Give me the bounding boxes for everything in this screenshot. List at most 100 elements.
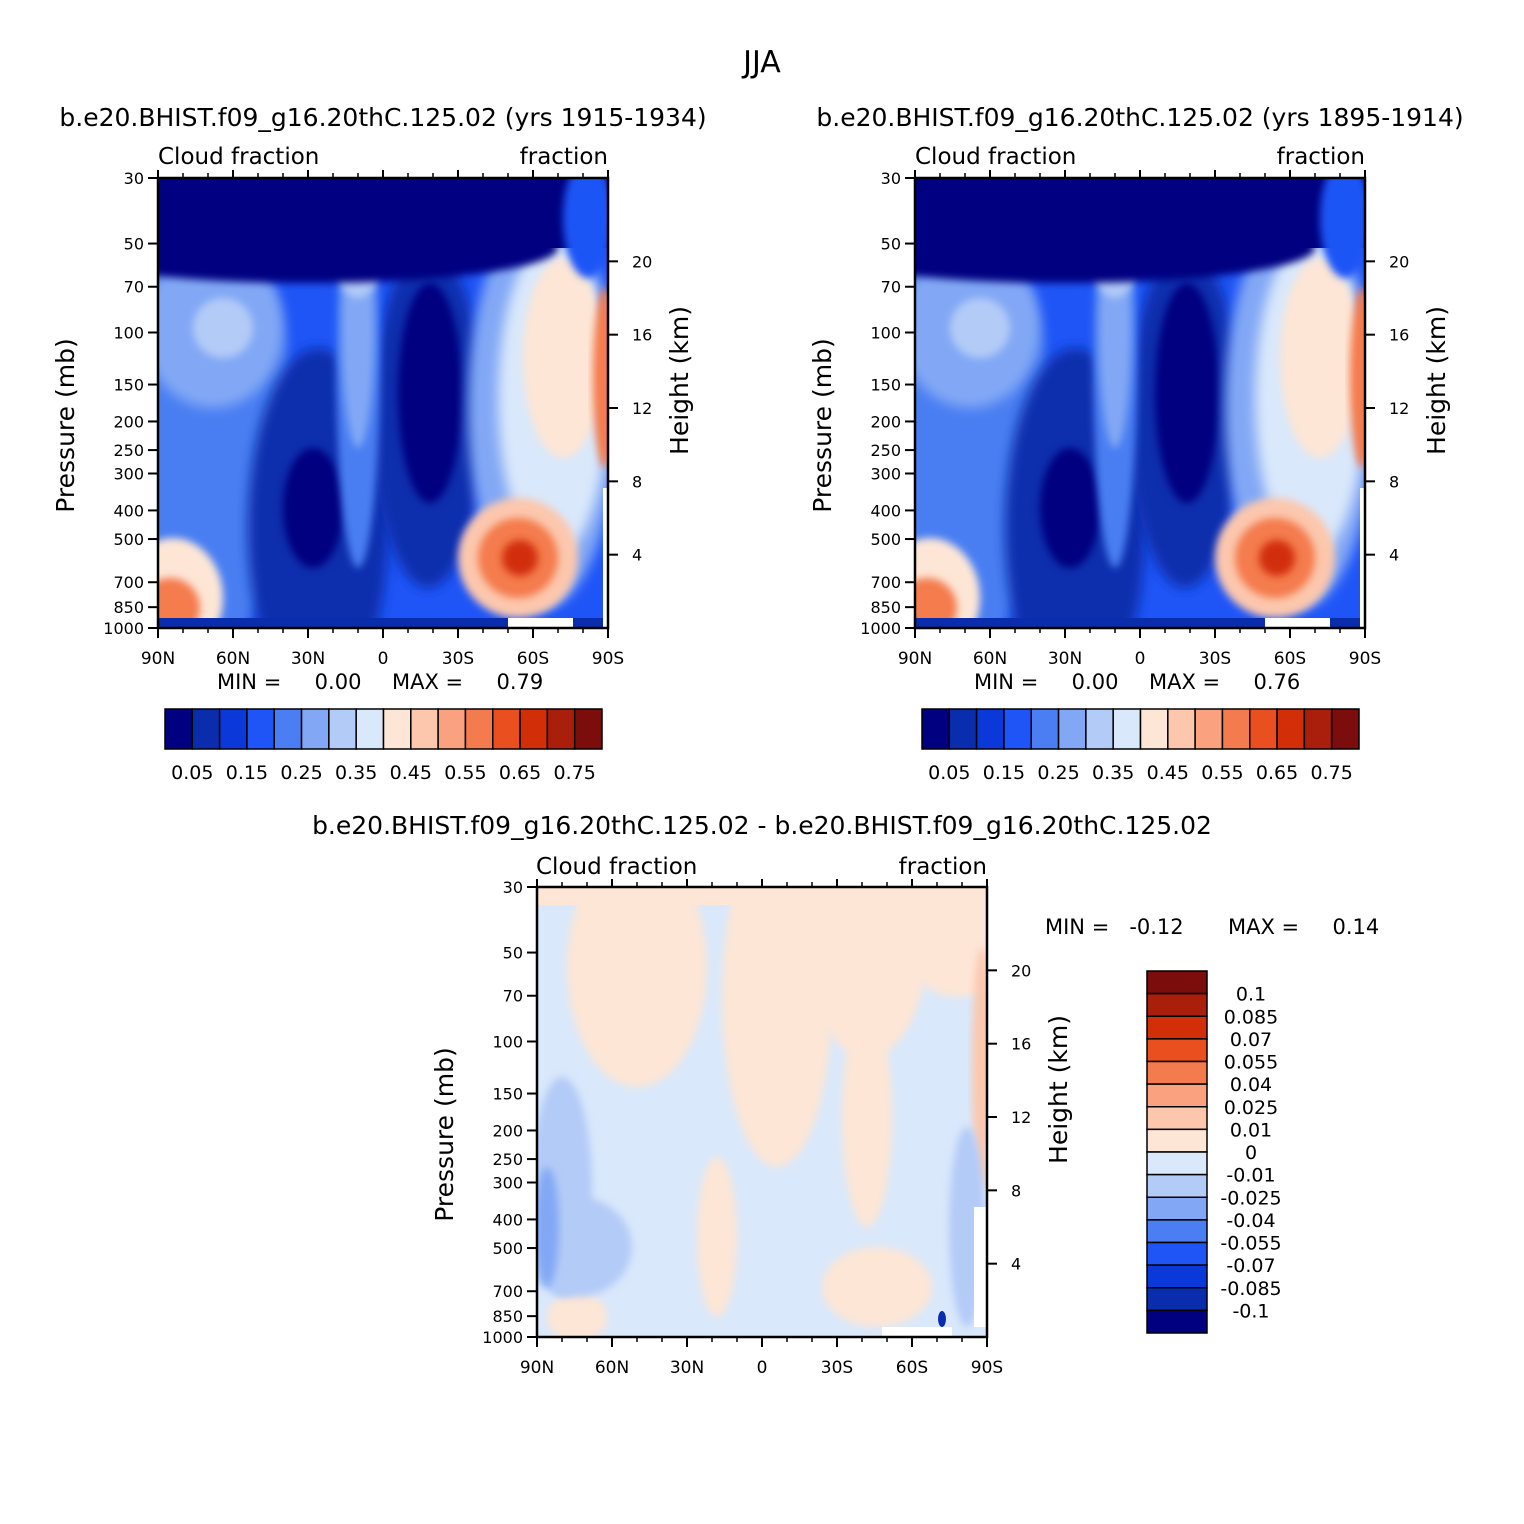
pressure-tick-label: 50 [124, 235, 144, 254]
pressure-tick-label: 200 [492, 1121, 523, 1140]
lat-tick-label: 90N [898, 649, 932, 669]
colorbar-swatch [1139, 708, 1169, 750]
colorbar-swatch [300, 708, 330, 750]
pressure-tick-label: 100 [113, 324, 144, 343]
colorbar-label: 0.65 [1256, 762, 1298, 784]
pressure-tick-label: 850 [870, 598, 901, 617]
lat-tick-label: 60S [896, 1358, 928, 1378]
height-tick-label: 4 [632, 546, 642, 565]
colorbar-label: -0.04 [1226, 1210, 1275, 1232]
colorbar-swatch [1146, 1219, 1208, 1244]
pressure-tick-label: 50 [503, 944, 523, 963]
colorbar-swatch [1146, 970, 1208, 995]
pressure-tick-label: 150 [870, 376, 901, 395]
pressure-tick-label: 700 [492, 1282, 523, 1301]
pressure-tick-label: 150 [113, 376, 144, 395]
panel-2-max-text: MAX = 0.76 [1149, 670, 1300, 694]
colorbar-label: 0.75 [554, 762, 596, 784]
height-axis-label: Height (km) [1044, 1015, 1073, 1164]
panel-2-colorbar: 0.05 0.15 0.25 0.35 0.45 0.55 0.65 0.75 [921, 708, 1360, 784]
colorbar-swatch [1249, 708, 1278, 750]
colorbar-label: -0.085 [1220, 1278, 1281, 1300]
pressure-tick-label: 100 [492, 1033, 523, 1052]
pressure-tick-label: 500 [492, 1239, 523, 1258]
height-axis-label: Height (km) [1422, 306, 1451, 455]
lat-tick-label: 0 [378, 649, 389, 669]
lat-tick-label: 90N [520, 1358, 554, 1378]
colorbar-label: 0.35 [335, 762, 377, 784]
panel-1-left-label: Cloud fraction [158, 144, 319, 170]
colorbar-swatch [1030, 708, 1060, 750]
colorbar-label: 0.15 [983, 762, 1025, 784]
height-tick-label: 8 [1011, 1181, 1021, 1200]
lat-tick-label: 60N [973, 649, 1007, 669]
lat-tick-label: 30N [1048, 649, 1082, 669]
pressure-tick-label: 30 [503, 878, 523, 897]
pressure-tick-label: 30 [881, 169, 901, 188]
colorbar-swatch [1146, 1241, 1208, 1266]
colorbar-label: -0.1 [1232, 1300, 1269, 1322]
colorbar-label: 0.55 [1201, 762, 1243, 784]
colorbar-swatch [1330, 708, 1360, 750]
colorbar-label: 0.1 [1236, 984, 1266, 1006]
lat-tick-label: 30S [821, 1358, 853, 1378]
height-tick-label: 4 [1011, 1255, 1021, 1274]
pressure-tick-label: 200 [870, 412, 901, 431]
pressure-tick-label: 1000 [103, 619, 144, 638]
colorbar-swatch [1146, 1128, 1208, 1153]
pressure-tick-label: 500 [113, 530, 144, 549]
colorbar-swatch [1146, 1196, 1208, 1221]
figure-title: JJA [741, 45, 781, 80]
colorbar-swatch [164, 708, 194, 750]
panel-3-axes: 30 50 70 100 150 200 250 300 400 500 700 850 1000 20 1… [430, 878, 1073, 1378]
colorbar-label: 0.07 [1230, 1029, 1272, 1051]
colorbar-swatch [191, 708, 221, 750]
panel-2-right-label: fraction [1277, 144, 1365, 170]
panel-3-subtitle: b.e20.BHIST.f09_g16.20thC.125.02 - b.e20… [312, 811, 1212, 840]
panel-2-left-label: Cloud fraction [915, 144, 1076, 170]
panel-2-subtitle: b.e20.BHIST.f09_g16.20thC.125.02 (yrs 18… [816, 103, 1463, 132]
pressure-tick-label: 250 [870, 441, 901, 460]
panel-1-min-text: MIN = 0.00 [217, 670, 361, 694]
colorbar-swatch [437, 708, 467, 750]
lat-tick-label: 60S [1274, 649, 1306, 669]
lat-tick-label: 30S [1199, 649, 1231, 669]
panel-3-left-label: Cloud fraction [536, 854, 697, 880]
colorbar-label: 0.55 [444, 762, 486, 784]
pressure-tick-label: 50 [881, 235, 901, 254]
pressure-tick-label: 1000 [860, 619, 901, 638]
pressure-tick-label: 70 [124, 278, 144, 297]
panel-1-right-label: fraction [520, 144, 608, 170]
colorbar-swatch [1146, 1015, 1208, 1040]
colorbar-swatch [1146, 992, 1208, 1017]
panel-3-contour-field [537, 887, 987, 1337]
colorbar-label: 0.05 [171, 762, 213, 784]
pressure-tick-label: 300 [113, 464, 144, 483]
panel-1-contour-field [158, 178, 608, 628]
panel-2-min-text: MIN = 0.00 [974, 670, 1118, 694]
pressure-axis-label: Pressure (mb) [430, 1047, 459, 1221]
colorbar-swatch [1146, 1287, 1208, 1312]
colorbar-label: 0.65 [499, 762, 541, 784]
lat-tick-label: 30S [442, 649, 474, 669]
colorbar-swatch [273, 708, 303, 750]
pressure-tick-label: 100 [870, 324, 901, 343]
pressure-axis-label: Pressure (mb) [808, 338, 837, 512]
colorbar-swatch [975, 708, 1005, 750]
colorbar-swatch [1167, 708, 1196, 750]
colorbar-label: 0.45 [1147, 762, 1189, 784]
colorbar-swatch [492, 708, 521, 750]
pressure-tick-label: 300 [492, 1173, 523, 1192]
colorbar-swatch [1303, 708, 1333, 750]
colorbar-swatch [218, 708, 248, 750]
colorbar-label: -0.025 [1220, 1187, 1281, 1209]
height-tick-label: 12 [1011, 1108, 1031, 1127]
lat-tick-label: 60N [216, 649, 250, 669]
lat-tick-label: 90N [141, 649, 175, 669]
lat-tick-label: 90S [971, 1358, 1003, 1378]
height-axis-label: Height (km) [665, 306, 694, 455]
colorbar-label: 0.35 [1092, 762, 1134, 784]
panel-1-subtitle: b.e20.BHIST.f09_g16.20thC.125.02 (yrs 19… [59, 103, 706, 132]
panel-1-colorbar: 0.05 0.15 0.25 0.35 0.45 0.55 0.65 0.75 [164, 708, 603, 784]
pressure-tick-label: 400 [492, 1210, 523, 1229]
